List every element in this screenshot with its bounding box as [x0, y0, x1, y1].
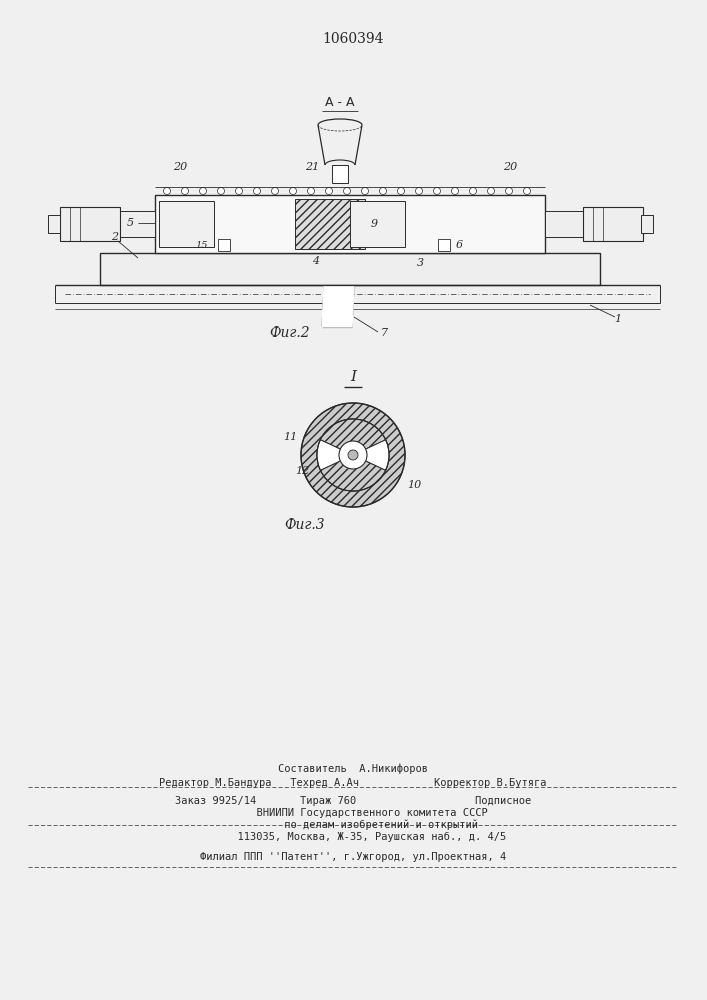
- Text: 4: 4: [312, 256, 320, 266]
- Wedge shape: [320, 455, 385, 491]
- Circle shape: [344, 188, 351, 194]
- Wedge shape: [353, 440, 389, 470]
- Circle shape: [199, 188, 206, 194]
- Text: 7: 7: [381, 328, 388, 338]
- Bar: [295, 199, 365, 249]
- Bar: [115, 211, 155, 237]
- Text: 11: 11: [283, 432, 297, 442]
- Text: 5: 5: [127, 218, 134, 228]
- Circle shape: [348, 450, 358, 460]
- Text: 113035, Москва, Ж-35, Раушская наб., д. 4/5: 113035, Москва, Ж-35, Раушская наб., д. …: [200, 832, 506, 842]
- Bar: [438, 239, 450, 251]
- Circle shape: [452, 188, 459, 194]
- Circle shape: [163, 188, 170, 194]
- Circle shape: [469, 188, 477, 194]
- Bar: [545, 211, 585, 237]
- Circle shape: [416, 188, 423, 194]
- Circle shape: [235, 188, 243, 194]
- Text: ВНИИПИ Государственного комитета СССР: ВНИИПИ Государственного комитета СССР: [218, 808, 487, 818]
- Bar: [218, 239, 230, 251]
- Bar: [100, 253, 600, 285]
- Circle shape: [218, 188, 225, 194]
- Circle shape: [397, 188, 404, 194]
- Text: 1060394: 1060394: [322, 32, 384, 46]
- Bar: [159, 201, 214, 247]
- Text: по делам изобретений и открытий: по делам изобретений и открытий: [228, 820, 478, 830]
- Circle shape: [254, 188, 260, 194]
- Text: 3: 3: [416, 258, 423, 268]
- Circle shape: [289, 188, 296, 194]
- Bar: [641, 215, 653, 233]
- Wedge shape: [317, 440, 353, 470]
- Bar: [60, 207, 120, 241]
- Bar: [332, 165, 348, 183]
- Circle shape: [506, 188, 513, 194]
- Bar: [48, 215, 60, 233]
- Bar: [350, 201, 405, 247]
- Polygon shape: [322, 287, 354, 327]
- Text: Редактор М.Бандура   Техред А.Ач            Корректор В.Бутяга: Редактор М.Бандура Техред А.Ач Корректор…: [159, 778, 547, 788]
- Text: 1: 1: [614, 314, 621, 324]
- Text: 20: 20: [173, 162, 187, 172]
- Wedge shape: [320, 419, 385, 455]
- Bar: [583, 207, 643, 241]
- Text: Фиг.2: Фиг.2: [269, 326, 310, 340]
- Text: 10: 10: [407, 480, 421, 490]
- Text: A - A: A - A: [325, 97, 355, 109]
- Circle shape: [308, 188, 315, 194]
- Text: I: I: [350, 370, 356, 384]
- Circle shape: [325, 188, 332, 194]
- Text: 2: 2: [112, 232, 119, 242]
- Circle shape: [523, 188, 530, 194]
- Wedge shape: [301, 403, 405, 507]
- Text: 20: 20: [503, 162, 517, 172]
- Text: 12: 12: [295, 466, 309, 476]
- Text: Заказ 9925/14       Тираж 760                   Подписное: Заказ 9925/14 Тираж 760 Подписное: [175, 796, 531, 806]
- Text: 9: 9: [371, 219, 378, 229]
- Text: Фиг.3: Фиг.3: [285, 518, 325, 532]
- Circle shape: [380, 188, 387, 194]
- Circle shape: [488, 188, 494, 194]
- Circle shape: [433, 188, 440, 194]
- Bar: [155, 195, 545, 253]
- Text: Составитель  А.Никифоров: Составитель А.Никифоров: [278, 764, 428, 774]
- Circle shape: [361, 188, 368, 194]
- Circle shape: [182, 188, 189, 194]
- Text: 6: 6: [456, 240, 463, 250]
- Text: 21: 21: [305, 162, 319, 172]
- Circle shape: [271, 188, 279, 194]
- Text: 15: 15: [196, 240, 208, 249]
- Text: Филиал ППП ''Патент'', г.Ужгород, ул.Проектная, 4: Филиал ППП ''Патент'', г.Ужгород, ул.Про…: [200, 852, 506, 862]
- Circle shape: [339, 441, 367, 469]
